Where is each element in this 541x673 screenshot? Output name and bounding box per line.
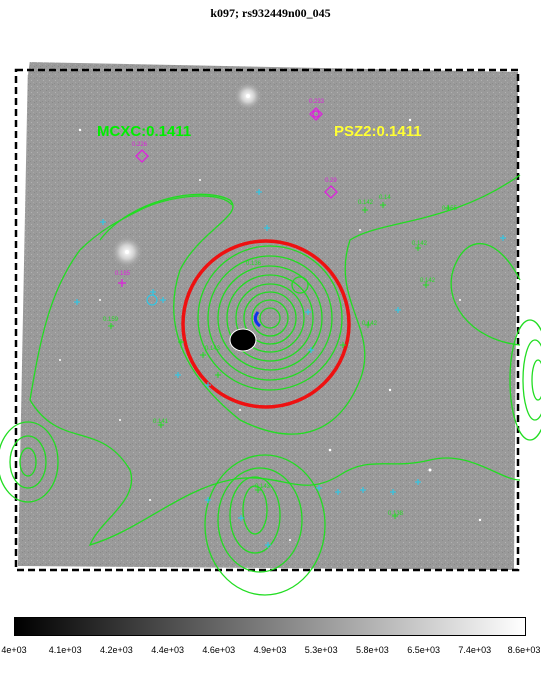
green-label: 0.136 [246, 261, 262, 267]
green-label: 0.138 [388, 511, 404, 517]
colorbar-tick-label: 7.4e+03 [458, 645, 492, 655]
cluster-aperture-circle [181, 239, 351, 409]
green-label: 0.142 [362, 321, 378, 327]
survey-image-region [18, 62, 518, 570]
colorbar-tick-label: 4.9e+03 [253, 645, 287, 655]
green-label: 0.142 [412, 241, 428, 247]
colorbar-tick-label: 5.8e+03 [355, 645, 389, 655]
green-label: 0.143 [255, 484, 271, 490]
mcxc-label: MCXC:0.1411 [97, 123, 191, 140]
field-boundary [14, 68, 520, 572]
green-member-markers [108, 202, 451, 519]
magenta-label-1: 0.233 [309, 99, 325, 105]
colorbar-tick-label: 4.2e+03 [99, 645, 133, 655]
green-label: 0.159 [103, 317, 119, 323]
colorbar-tick-label: 8.6e+03 [507, 645, 541, 655]
colorbar [14, 617, 526, 636]
colorbar-tick-label: 4e+03 [1, 645, 27, 655]
magenta-label-4: 0.185 [115, 271, 131, 277]
psz2-label: PSZ2:0.1411 [334, 123, 422, 140]
colorbar-tick-label: 4.1e+03 [48, 645, 82, 655]
green-label: 0.142 [358, 200, 374, 206]
contour-lines [0, 174, 541, 596]
green-label: 0.143 [205, 346, 221, 352]
bcg-blob [229, 328, 257, 352]
green-label: 0.155 [442, 206, 458, 212]
magenta-label-2: 0.226 [132, 142, 148, 148]
image-title: k097; rs932449n00_045 [210, 6, 331, 20]
colorbar-tick-label: 4.6e+03 [202, 645, 236, 655]
magenta-label-3: 0.29 [325, 178, 337, 184]
colorbar-tick-label: 4.4e+03 [151, 645, 184, 655]
magenta-diamond-markers [118, 107, 338, 287]
colorbar-tick-label: 6.5e+03 [407, 645, 440, 655]
cyan-galaxy-markers [74, 189, 506, 548]
green-label: 0.141 [153, 419, 169, 425]
colorbar-tick-label: 5.3e+03 [304, 645, 338, 655]
green-label: 0.14 [379, 195, 391, 201]
green-label: 0.142 [420, 278, 436, 284]
